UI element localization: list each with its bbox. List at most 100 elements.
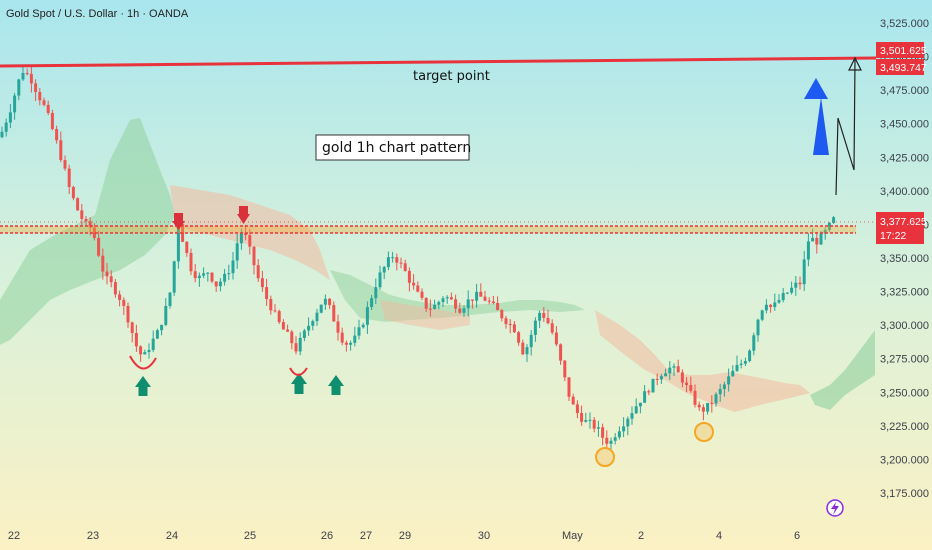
candle-body [8,112,12,123]
candle-body [764,304,768,311]
candle-body [248,235,252,247]
cloud-shape [810,330,875,410]
candle-body [689,385,693,391]
candle-body [659,376,663,380]
candle-body [378,272,382,288]
x-tick-label: 22 [8,530,20,542]
candle-body [487,300,491,302]
candle-body [550,323,554,333]
candle-body [193,271,197,279]
candle-body [504,318,508,325]
candle-body [718,389,722,395]
candle-body [466,299,470,309]
candle-body [798,282,802,285]
symbol-header: Gold Spot / U.S. Dollar · 1h · OANDA [6,8,189,20]
candle-body [223,273,227,282]
x-tick-label: 25 [244,530,256,542]
candle-body [584,420,588,422]
low-curve-1 [129,355,157,370]
candle-body [319,304,323,313]
candle-body [399,262,403,264]
candle-body [361,324,365,328]
upper-price-label: 3,501.625 [880,45,927,57]
candle-body [336,321,340,333]
candle-body [479,291,483,297]
candle-body [815,237,819,245]
support-band [0,226,856,233]
candle-body [34,83,38,92]
candle-body [529,334,533,348]
y-tick-label: 3,350.000 [880,253,929,265]
candle-body [412,282,416,286]
lower-price-label: 3,493.747 [880,62,927,74]
candle-body [328,298,332,306]
candle-body [391,257,395,259]
candle-body [664,373,668,377]
candle-body [596,427,600,429]
candle-body [517,332,521,343]
candle-body [441,298,445,303]
y-tick-label: 3,200.000 [880,454,929,466]
candle-body [592,419,596,429]
candle-body [496,303,500,311]
candle-body [643,391,647,403]
candle-body [605,437,609,444]
y-tick-label: 3,475.000 [880,85,929,97]
candle-body [105,271,109,277]
candle-body [13,95,17,113]
candle-body [256,265,260,279]
candle-body [722,384,726,390]
candle-body [252,246,256,266]
candle-body [806,241,810,260]
candle-body [735,364,739,371]
candle-body [71,186,75,199]
candle-body [752,335,756,351]
candle-body [185,241,189,253]
candle-body [122,299,126,306]
candle-body [546,317,550,324]
candle-body [151,338,155,350]
candle-body [147,349,151,353]
candle-body [790,287,794,293]
candle-body [756,319,760,336]
candle-body [344,342,348,345]
y-tick-label: 3,225.000 [880,421,929,433]
candle-body [512,324,516,333]
candle-body [714,394,718,404]
candle-body [46,104,50,113]
x-tick-label: 4 [716,530,722,542]
candle-body [134,333,138,347]
candle-body [118,294,122,300]
candle-body [458,308,462,313]
x-axis: 22 23 24 25 26 27 29 30 May 2 4 6 [8,530,800,542]
candle-body [349,342,353,345]
candle-body [109,276,113,283]
green-up-arrow-2 [291,373,307,394]
y-tick-label: 3,275.000 [880,354,929,366]
candle-body [672,366,676,368]
candle-body [130,322,134,334]
upper-price-tag [876,42,924,58]
candle-body [609,440,613,444]
candle-body [680,372,684,383]
candle-body [617,431,621,438]
candle-body [168,292,172,306]
candle-body [542,312,546,318]
pattern-label-box [315,134,470,161]
candle-body [25,72,29,74]
candle-body [269,299,273,311]
candle-body [832,217,836,223]
pattern-label: gold 1h chart pattern [322,140,471,156]
candle-body [244,233,248,236]
flash-icon[interactable] [826,499,844,517]
candle-body [739,363,743,365]
candle-body [265,287,269,300]
candle-body [231,260,235,274]
candle-body [273,310,277,312]
candle-body [475,291,479,301]
candle-body [202,273,206,276]
y-tick-label: 3,325.000 [880,287,929,299]
candle-body [311,321,315,326]
candle-body [374,287,378,299]
candle-body [445,297,449,299]
